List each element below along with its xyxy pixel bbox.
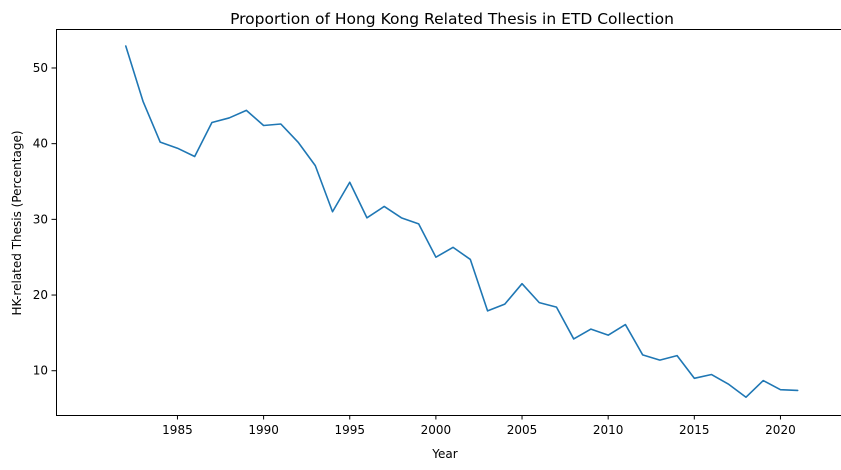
- y-axis: 10 20 30 40 50: [33, 61, 56, 378]
- x-tick-label: 2005: [507, 423, 538, 437]
- x-tick-label: 1990: [248, 423, 279, 437]
- plot-frame: [56, 29, 841, 416]
- x-tick-label: 1985: [162, 423, 193, 437]
- x-tick-label: 2000: [421, 423, 452, 437]
- series-line: [124, 45, 799, 399]
- x-tick-label: 1995: [334, 423, 365, 437]
- y-tick-label: 30: [33, 212, 48, 226]
- y-axis-label: HK-related Thesis (Percentage): [10, 130, 24, 315]
- x-tick-label: 2015: [679, 423, 710, 437]
- x-tick-label: 2020: [765, 423, 796, 437]
- x-tick-label: 2010: [593, 423, 624, 437]
- y-tick-label: 50: [33, 61, 48, 75]
- y-tick-label: 40: [33, 137, 48, 151]
- chart-title: Proportion of Hong Kong Related Thesis i…: [230, 10, 674, 28]
- x-axis: 1985 1990 1995 2000 2005 2010 2015 2020: [162, 415, 796, 437]
- x-axis-label: Year: [431, 447, 457, 461]
- plot-area: [124, 45, 799, 399]
- y-tick-label: 10: [33, 364, 48, 378]
- y-tick-label: 20: [33, 288, 48, 302]
